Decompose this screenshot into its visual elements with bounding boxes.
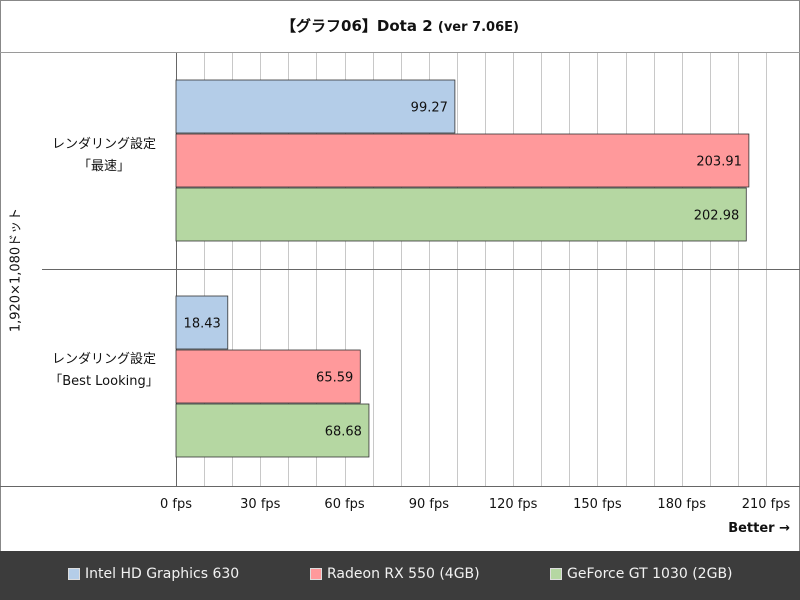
chart-title: 【グラフ06】Dota 2 (ver 7.06E)	[0, 0, 800, 53]
x-tick-label: 30 fps	[240, 497, 281, 512]
legend-label-intel: Intel HD Graphics 630	[85, 566, 240, 582]
category-label-fastest: レンダリング設定 「最速」	[24, 134, 184, 178]
bar	[175, 349, 361, 404]
better-label: Better →	[728, 521, 790, 536]
bar	[175, 187, 747, 242]
bar-chart: 99.27 18.43 203.91 65.59 202.98 68.68	[0, 53, 800, 487]
x-tick-label: 210 fps	[741, 497, 791, 512]
x-tick-label: 0 fps	[159, 497, 192, 512]
bar	[175, 133, 750, 188]
bar-value-label: 202.98	[694, 209, 740, 224]
bar-value-label: 203.91	[696, 155, 742, 170]
category-label-line2: 「Best Looking」	[49, 374, 159, 389]
chart-title-main: 【グラフ06】Dota 2	[281, 17, 433, 35]
category-label-best-looking: レンダリング設定 「Best Looking」	[24, 349, 184, 393]
x-tick-label: 150 fps	[573, 497, 622, 512]
x-tick-label: 90 fps	[408, 497, 449, 512]
legend-swatch-intel	[68, 568, 80, 580]
bar	[175, 295, 229, 350]
legend-item-geforce: GeForce GT 1030 (2GB)	[550, 566, 733, 582]
legend-item-intel: Intel HD Graphics 630	[68, 566, 239, 582]
category-label-line1: レンダリング設定	[51, 352, 156, 367]
y-axis-title: 1,920×1,080ドット	[8, 207, 24, 333]
chart-title-sub: (ver 7.06E)	[437, 20, 519, 35]
category-label-line1: レンダリング設定	[51, 137, 156, 152]
bar-value-label: 65.59	[316, 371, 353, 386]
bar	[175, 403, 370, 458]
legend-label-radeon: Radeon RX 550 (4GB)	[327, 566, 480, 582]
bar	[175, 79, 456, 134]
category-label-line2: 「最速」	[77, 159, 130, 174]
x-tick-label: 180 fps	[657, 497, 706, 512]
legend-swatch-radeon	[310, 568, 322, 580]
legend: Intel HD Graphics 630 Radeon RX 550 (4GB…	[0, 551, 800, 600]
bar-value-label: 68.68	[325, 425, 362, 440]
x-tick-label: 60 fps	[324, 497, 365, 512]
x-tick-label: 120 fps	[488, 497, 538, 512]
legend-swatch-geforce	[550, 568, 562, 580]
bar-value-label: 18.43	[184, 317, 221, 332]
legend-label-geforce: GeForce GT 1030 (2GB)	[567, 566, 733, 582]
bar-value-label: 99.27	[411, 101, 448, 116]
legend-item-radeon: Radeon RX 550 (4GB)	[310, 566, 480, 582]
